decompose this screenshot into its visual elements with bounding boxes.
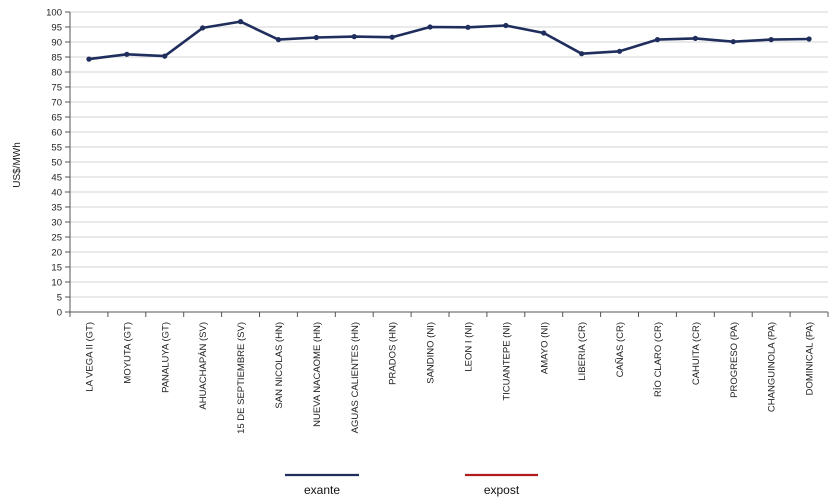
y-tick-label: 65 (51, 113, 62, 124)
y-tick-label: 90 (51, 38, 62, 49)
x-category-label: PRADOS (HN) (388, 322, 399, 385)
data-point (351, 34, 357, 40)
data-point (200, 25, 206, 31)
x-category-label: NUEVA NACAOME (HN) (312, 322, 323, 427)
y-tick-label: 15 (51, 263, 62, 274)
data-point (275, 37, 282, 43)
data-point (541, 30, 547, 36)
x-category-label: CAHUITA (CR) (691, 322, 702, 385)
y-tick-label: 25 (51, 233, 62, 244)
y-tick-label: 95 (51, 23, 62, 34)
x-category-label: RÍO CLARO (CR) (653, 322, 664, 397)
data-point (692, 35, 698, 42)
data-point (162, 53, 168, 59)
x-category-label: CHANGUINOLA (PA) (767, 322, 778, 412)
data-point (730, 39, 736, 45)
x-category-label: LA VEGA II (GT) (84, 322, 95, 392)
y-tick-label: 40 (51, 188, 62, 199)
y-tick-label: 10 (51, 278, 62, 289)
data-point (237, 19, 244, 25)
legend: exante expost (285, 473, 538, 497)
y-axis-label: US$/MWh (12, 142, 23, 188)
gridlines (70, 11, 828, 313)
y-tick-label: 5 (57, 293, 62, 304)
y-axis-ticks: 0 5 10 15 20 25 30 35 40 45 50 55 60 65 70 75 80 85 90 95 10… (46, 8, 70, 319)
y-tick-label: 70 (51, 98, 62, 109)
data-point (579, 51, 585, 57)
data-point (313, 34, 319, 41)
data-point (427, 24, 433, 30)
x-category-label: TICUANTEPE (NI) (501, 322, 512, 401)
x-category-label: AMAYO (NI) (539, 322, 550, 374)
x-category-label: SANDINO (NI) (426, 322, 437, 384)
data-point (768, 37, 774, 43)
y-tick-label: 0 (57, 308, 62, 319)
data-point (124, 51, 130, 57)
x-category-label: MOYUTA (GT) (122, 322, 133, 384)
x-category-label: DOMINICAL (PA) (805, 322, 816, 395)
x-axis-categories: LA VEGA II (GT) MOYUTA (GT) PANALUYA (GT) A… (69, 312, 829, 434)
y-tick-label: 75 (51, 83, 62, 94)
y-tick-label: 85 (51, 53, 62, 64)
legend-label-expost: expost (484, 483, 520, 497)
y-tick-label: 80 (51, 68, 62, 79)
series-layer (86, 19, 812, 62)
x-category-label: PROGRESO (PA) (729, 322, 740, 398)
x-category-label: AHUACHAPÁN (SV) (198, 322, 209, 410)
y-tick-label: 35 (51, 203, 62, 214)
x-category-label: 15 DE SEPTIEMBRE (SV) (236, 322, 247, 434)
x-category-label: PANALUYA (GT) (160, 322, 171, 393)
data-point (654, 37, 661, 43)
x-category-label: LIBERIA (CR) (577, 322, 588, 381)
data-point (806, 36, 812, 42)
data-point (503, 22, 509, 29)
data-point (616, 48, 623, 54)
data-point (465, 24, 471, 30)
x-category-label: CAÑAS (CR) (615, 322, 626, 377)
y-tick-label: 45 (51, 173, 62, 184)
y-tick-label: 30 (51, 218, 62, 229)
y-tick-label: 100 (46, 8, 62, 19)
x-category-label: SAN NICOLAS (HN) (274, 322, 285, 409)
data-point (389, 34, 395, 40)
x-category-label: AGUAS CALIENTES (HN) (350, 322, 361, 433)
y-tick-label: 55 (51, 143, 62, 154)
x-category-label: LEON I (NI) (463, 322, 474, 372)
y-tick-label: 20 (51, 248, 62, 259)
y-tick-label: 50 (51, 158, 62, 169)
series-line-exante (88, 20, 810, 61)
legend-label-exante: exante (304, 483, 340, 497)
y-tick-label: 60 (51, 128, 62, 139)
data-point (86, 56, 92, 62)
